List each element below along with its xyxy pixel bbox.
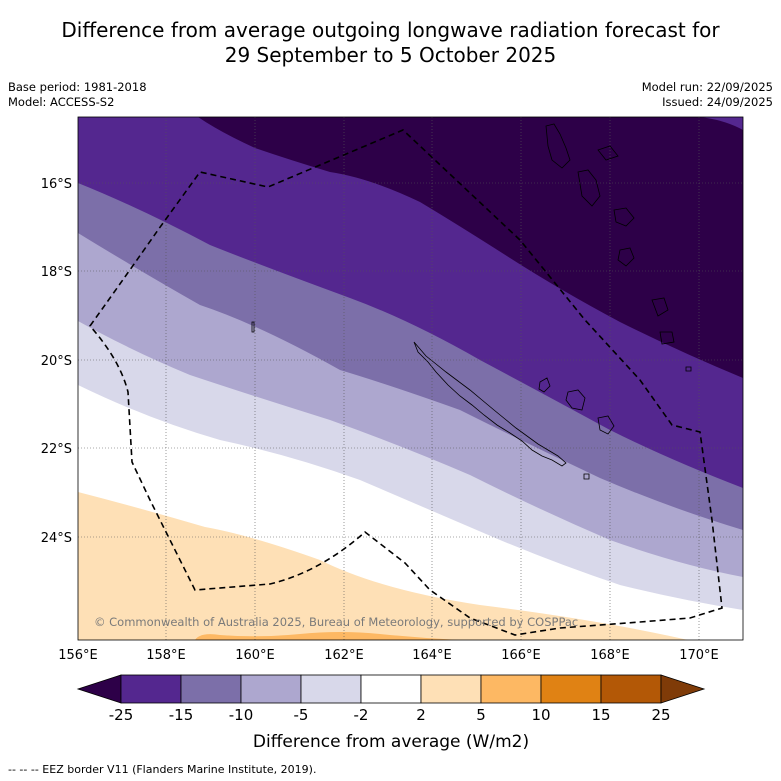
loyalty-island-3 xyxy=(597,415,615,435)
band-5-to-10 xyxy=(195,632,460,640)
lon-label-158: 158°E xyxy=(146,648,186,663)
model-run: Model run: 22/09/2025 xyxy=(641,80,773,94)
graticule xyxy=(78,117,743,640)
title-line-2: 29 September to 5 October 2025 xyxy=(224,43,557,67)
lat-label-22: 22°S xyxy=(41,442,72,457)
base-period: Base period: 1981-2018 xyxy=(8,80,147,94)
colorbar-tick-6: 2 xyxy=(416,706,426,724)
loyalty-island-2 xyxy=(565,389,586,411)
colorbar-bin-7 xyxy=(480,674,542,704)
colorbar-bin-9 xyxy=(600,674,662,704)
copyright-text: © Commonwealth of Australia 2025, Bureau… xyxy=(94,615,578,629)
meta-left: Base period: 1981-2018 Model: ACCESS-S2 xyxy=(8,80,147,110)
title-line-1: Difference from average outgoing longwav… xyxy=(61,18,720,42)
map-area xyxy=(78,117,743,640)
colorbar-bin-3 xyxy=(240,674,302,704)
map-frame xyxy=(77,116,744,641)
colorbar-bin-2 xyxy=(180,674,242,704)
meta-right: Model run: 22/09/2025 Issued: 24/09/2025 xyxy=(642,80,773,110)
colorbar-bin-6 xyxy=(420,674,482,704)
colorbar-bin-4 xyxy=(300,674,362,704)
colorbar-tick-2: -15 xyxy=(169,706,194,724)
eez-border xyxy=(88,129,723,636)
model-name: Model: ACCESS-S2 xyxy=(8,95,115,109)
lon-label-160: 160°E xyxy=(235,648,275,663)
lat-label-24: 24°S xyxy=(41,531,72,546)
colorbar-extend-low xyxy=(76,674,122,704)
lon-label-170: 170°E xyxy=(679,648,719,663)
colorbar-tick-4: -5 xyxy=(294,706,309,724)
lon-label-164: 164°E xyxy=(412,648,452,663)
colorbar-bin-1 xyxy=(120,674,182,704)
colorbar-bin-8 xyxy=(540,674,602,704)
colorbar-tick-5: -2 xyxy=(354,706,369,724)
vanuatu-erromango xyxy=(617,247,635,267)
colorbar xyxy=(76,674,706,704)
vanuatu-efate xyxy=(613,207,635,227)
lat-label-20: 20°S xyxy=(41,354,72,369)
vanuatu-tanna xyxy=(651,297,669,317)
chart-title: Difference from average outgoing longwav… xyxy=(0,18,781,68)
loyalty-island-1 xyxy=(538,377,551,393)
colorbar-tick-7: 5 xyxy=(476,706,486,724)
colorbar-tick-9: 15 xyxy=(591,706,610,724)
colorbar-bin-5 xyxy=(360,674,422,704)
vanuatu-aneityum xyxy=(659,331,675,345)
vanuatu-espiritu-santo xyxy=(545,123,571,169)
isle-small xyxy=(583,473,590,480)
new-caledonia-island xyxy=(413,341,567,467)
isle-east xyxy=(685,366,692,372)
eez-legend: -- -- -- EEZ border V11 (Flanders Marine… xyxy=(8,763,317,776)
lon-label-168: 168°E xyxy=(590,648,630,663)
lat-label-18: 18°S xyxy=(41,265,72,280)
colorbar-tick-1: -25 xyxy=(109,706,134,724)
issued-date: Issued: 24/09/2025 xyxy=(662,95,773,109)
vanuatu-island-a xyxy=(597,145,619,161)
lon-label-162: 162°E xyxy=(324,648,364,663)
band-below-minus25 xyxy=(198,117,743,378)
chesterfield-reef xyxy=(251,321,255,333)
lon-label-166: 166°E xyxy=(501,648,541,663)
colorbar-tick-3: -10 xyxy=(229,706,254,724)
lon-label-156: 156°E xyxy=(58,648,98,663)
lat-label-16: 16°S xyxy=(41,177,72,192)
colorbar-extend-high xyxy=(660,674,706,704)
colorbar-tick-10: 25 xyxy=(651,706,670,724)
colorbar-tick-8: 10 xyxy=(531,706,550,724)
vanuatu-malekula xyxy=(577,169,601,207)
colorbar-label: Difference from average (W/m2) xyxy=(253,732,529,752)
